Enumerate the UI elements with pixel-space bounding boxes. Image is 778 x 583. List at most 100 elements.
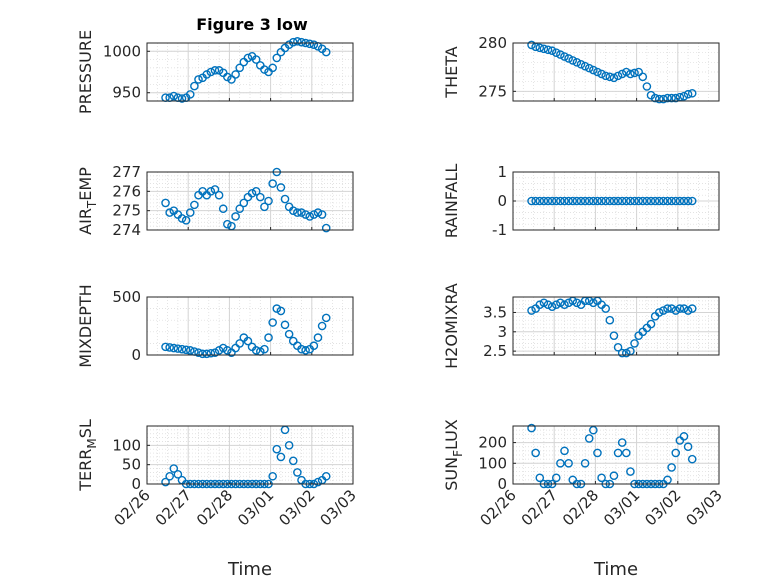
data-point (630, 196, 639, 206)
data-point (564, 196, 573, 206)
x-axis-label: Time (593, 559, 638, 580)
data-point (679, 196, 689, 206)
data-point (272, 53, 282, 63)
data-point (255, 192, 265, 202)
y-tick-label: 1 (497, 163, 507, 181)
data-point (276, 306, 286, 316)
data-point (543, 196, 553, 206)
axes-box (512, 296, 720, 356)
data-point (613, 342, 623, 352)
y-tick-label: 50 (122, 456, 141, 474)
data-point (646, 196, 656, 206)
data-point (198, 349, 207, 359)
data-point (572, 196, 582, 206)
data-point (679, 91, 689, 101)
data-point (609, 73, 619, 83)
data-point (181, 345, 191, 355)
data-point (260, 344, 269, 354)
data-point (276, 183, 286, 192)
data-point (564, 298, 573, 308)
data-point (560, 446, 569, 456)
data-point (654, 196, 664, 206)
data-point (313, 477, 323, 487)
data-point (646, 319, 656, 329)
y-tick-label: 950 (112, 84, 141, 102)
data-point (659, 306, 668, 315)
data-point (539, 196, 549, 206)
data-point (605, 72, 615, 82)
data-point (288, 456, 298, 466)
data-point (667, 93, 676, 103)
data-point (659, 94, 668, 104)
data-point (297, 208, 306, 217)
data-point (206, 348, 216, 358)
data-point (293, 37, 302, 46)
data-point (593, 448, 602, 458)
data-point (260, 202, 269, 212)
data-point (317, 321, 327, 331)
y-axis-label: RAINFALL (442, 164, 461, 239)
data-point (223, 346, 232, 355)
axes-box (146, 171, 354, 231)
data-point (642, 82, 652, 91)
data-point (584, 196, 594, 206)
data-point (667, 196, 676, 206)
data-point (626, 196, 635, 206)
data-point (626, 69, 635, 79)
data-point (317, 210, 327, 219)
data-point (622, 448, 631, 458)
data-point (231, 212, 240, 221)
data-point (601, 71, 611, 81)
data-point (609, 196, 619, 206)
data-point (622, 348, 631, 358)
y-tick-label: 200 (478, 434, 507, 452)
y-tick-label: 3 (497, 323, 507, 341)
data-point (560, 196, 569, 206)
data-point (239, 198, 249, 208)
data-point (593, 196, 602, 206)
data-point (185, 346, 195, 355)
data-point (613, 196, 623, 206)
data-point (679, 304, 689, 313)
data-point (531, 196, 540, 206)
data-point (251, 346, 261, 355)
y-tick-label: 0 (131, 475, 141, 493)
data-point (671, 306, 681, 315)
data-point (301, 210, 310, 219)
data-point (297, 37, 306, 47)
y-tick-label: 100 (112, 436, 141, 454)
y-tick-label: 275 (112, 202, 141, 220)
data-point (527, 40, 536, 50)
data-point (161, 342, 170, 352)
data-point (671, 93, 681, 103)
data-point (589, 425, 598, 435)
data-point (551, 48, 561, 57)
data-point (683, 89, 693, 99)
data-point (617, 196, 627, 206)
data-point (165, 471, 174, 481)
data-point (605, 196, 615, 206)
data-point (679, 432, 689, 441)
data-point (165, 343, 174, 352)
data-point (687, 454, 697, 464)
data-point (321, 313, 331, 323)
data-point (572, 298, 582, 308)
data-point (609, 331, 619, 340)
data-point (543, 45, 553, 55)
data-point (251, 55, 261, 64)
data-point (617, 438, 627, 447)
data-point (547, 302, 557, 311)
data-point (576, 196, 586, 206)
data-point (551, 473, 561, 483)
data-point (580, 458, 590, 468)
axes-box (512, 425, 720, 485)
y-tick-label: 0 (131, 346, 141, 364)
data-point (601, 304, 611, 313)
data-point (663, 475, 672, 485)
data-point (551, 300, 561, 310)
data-point (181, 216, 191, 225)
data-point (663, 304, 672, 313)
data-point (235, 204, 244, 214)
data-point (272, 304, 282, 313)
data-point (288, 37, 298, 47)
